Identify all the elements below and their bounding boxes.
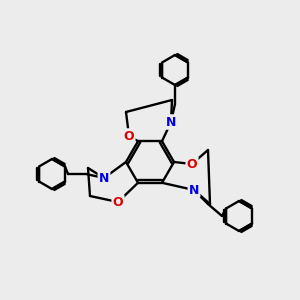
Text: N: N (189, 184, 199, 196)
Text: N: N (166, 116, 176, 128)
Text: O: O (113, 196, 123, 208)
Text: O: O (124, 130, 134, 142)
Text: N: N (99, 172, 109, 184)
Text: O: O (187, 158, 197, 170)
